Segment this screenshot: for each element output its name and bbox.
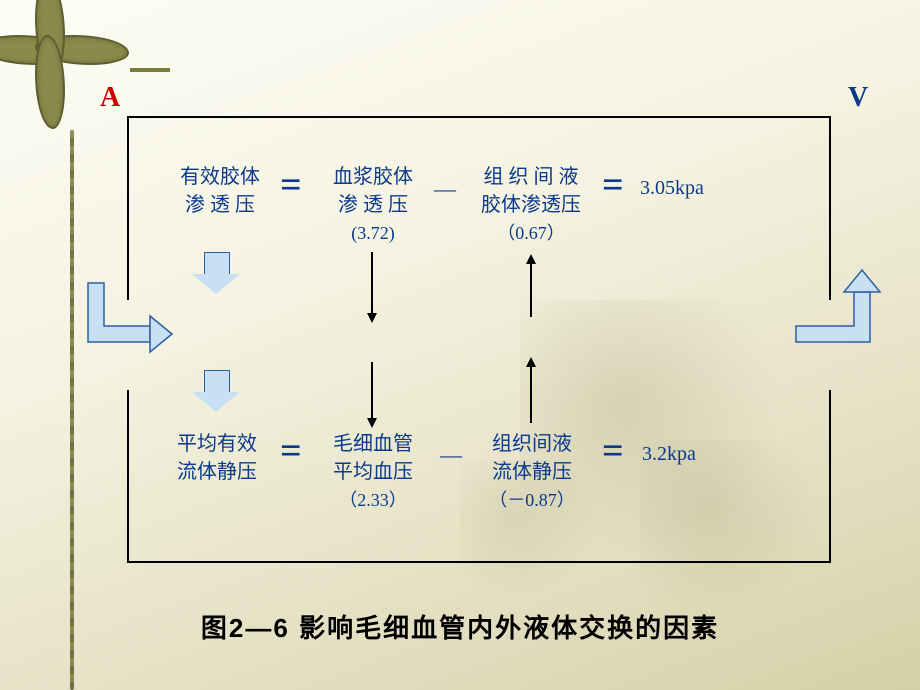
slide: A V 有效胶体 渗 透 压 = 血浆胶体 渗 透 压 (3.72) — 组 织…: [0, 0, 920, 690]
turn-arrow-right: [0, 0, 920, 690]
figure-caption: 图2—6 影响毛细血管内外液体交换的因素: [0, 608, 920, 645]
